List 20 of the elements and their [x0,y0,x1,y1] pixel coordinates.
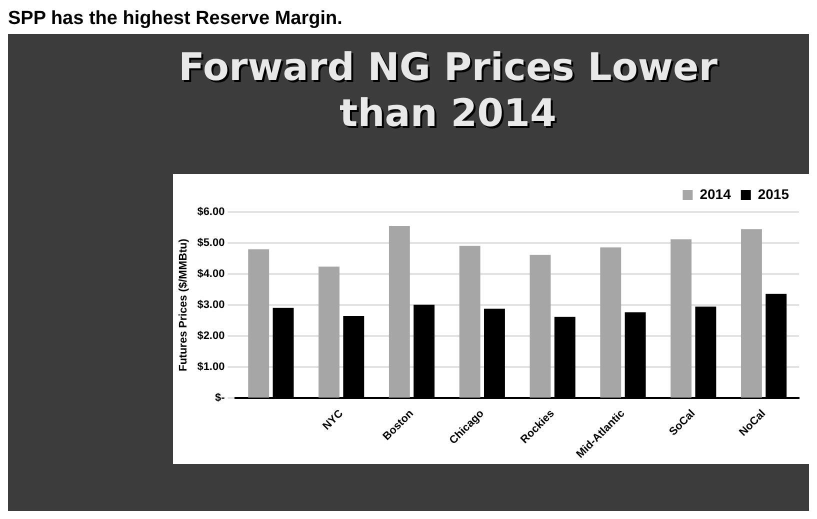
y-tick-label: $6.00 [197,206,225,218]
bar [741,229,762,398]
y-tick-label: $- [214,392,226,404]
bar [459,246,480,398]
chart-title: Forward NG Prices Lower than 2014 [177,44,719,136]
text: SPP has the highest Reserve Margin. [8,8,342,29]
y-tick-label: $1.00 [197,361,225,374]
bar [600,247,622,398]
y-tick-label: $3.00 [197,299,225,312]
bar [530,254,551,398]
legend-label: 2015 [758,186,790,202]
bar [318,266,340,398]
bar [248,249,270,398]
y-tick-label: $5.00 [197,237,225,250]
y-tick-label: $4.00 [197,268,225,280]
y-axis-title: Futures Prices ($/MMBtu) [178,238,190,372]
bar [388,226,410,398]
bar [670,239,692,398]
legend-label: 2014 [700,186,732,202]
y-tick-label: $2.00 [197,330,225,342]
